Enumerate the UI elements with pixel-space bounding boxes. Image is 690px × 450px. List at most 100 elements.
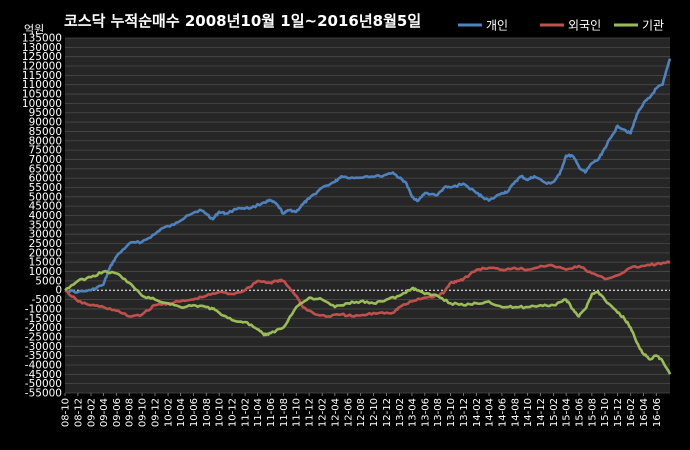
x-tick-label: 15-02 bbox=[549, 398, 560, 427]
legend-label: 기관 bbox=[642, 19, 664, 33]
y-tick-label: 100000 bbox=[22, 98, 62, 110]
y-tick-label: 45000 bbox=[29, 201, 62, 213]
y-tick-label: 130000 bbox=[22, 42, 62, 54]
x-tick-label: 09-02 bbox=[86, 398, 97, 427]
x-tick-label: 15-10 bbox=[600, 398, 611, 427]
y-tick-label: 85000 bbox=[29, 126, 62, 138]
y-tick-label: 115000 bbox=[22, 70, 62, 82]
x-tick-label: 16-06 bbox=[652, 398, 663, 427]
y-tick-label: 15000 bbox=[29, 257, 62, 269]
x-tick-label: 12-06 bbox=[343, 398, 354, 427]
x-tick-label: 11-02 bbox=[241, 398, 252, 427]
y-tick-label: -55000 bbox=[25, 388, 62, 400]
y-tick-label: -40000 bbox=[25, 359, 62, 371]
x-tick-label: 14-02 bbox=[472, 398, 483, 427]
y-tick-label: 105000 bbox=[22, 89, 62, 101]
y-tick-label: -50000 bbox=[25, 378, 62, 390]
x-tick-label: 14-08 bbox=[510, 398, 521, 427]
x-tick-label: 09-10 bbox=[138, 398, 149, 427]
y-tick-label: 75000 bbox=[29, 145, 62, 157]
y-tick-label: 90000 bbox=[29, 117, 62, 129]
x-tick-label: 13-08 bbox=[433, 398, 444, 427]
x-tick-label: 13-10 bbox=[446, 398, 457, 427]
x-tick-label: 09-12 bbox=[150, 398, 161, 427]
x-tick-label: 14-10 bbox=[523, 398, 534, 427]
y-tick-label: 70000 bbox=[29, 154, 62, 166]
y-tick-label: -10000 bbox=[25, 303, 62, 315]
y-tick-label: 25000 bbox=[29, 238, 62, 250]
y-tick-label: 20000 bbox=[29, 247, 62, 259]
y-tick-label: 30000 bbox=[29, 229, 62, 241]
y-tick-label: 135000 bbox=[22, 33, 62, 45]
x-tick-label: 15-06 bbox=[574, 398, 585, 427]
legend: 개인 외국인 기관 bbox=[458, 19, 664, 33]
y-tick-label: -35000 bbox=[25, 350, 62, 362]
x-tick-label: 11-08 bbox=[279, 398, 290, 427]
chart-title: 코스닥 누적순매수 2008년10월 1일~2016년8월5일 bbox=[64, 12, 421, 30]
y-tick-label: 55000 bbox=[29, 182, 62, 194]
x-tick-label: 08-12 bbox=[73, 398, 84, 427]
y-tick-label: -30000 bbox=[25, 341, 62, 353]
y-axis-ticks: -55000-50000-45000-40000-35000-30000-250… bbox=[22, 33, 62, 400]
x-tick-label: 14-06 bbox=[497, 398, 508, 427]
y-axis-unit: 억원 bbox=[24, 23, 44, 36]
y-tick-label: 110000 bbox=[22, 79, 62, 91]
series-line-1 bbox=[64, 58, 672, 294]
x-tick-label: 12-04 bbox=[330, 398, 341, 427]
x-tick-label: 11-06 bbox=[266, 398, 277, 427]
x-tick-label: 09-06 bbox=[112, 398, 123, 427]
x-tick-label: 13-06 bbox=[420, 398, 431, 427]
x-tick-label: 13-04 bbox=[407, 398, 418, 427]
x-tick-label: 12-08 bbox=[356, 398, 367, 427]
y-tick-label: 80000 bbox=[29, 135, 62, 147]
x-tick-label: 14-12 bbox=[536, 398, 547, 427]
y-tick-label: 35000 bbox=[29, 219, 62, 231]
y-tick-label: 65000 bbox=[29, 163, 62, 175]
x-tick-label: 15-08 bbox=[587, 398, 598, 427]
y-tick-label: -20000 bbox=[25, 322, 62, 334]
y-tick-label: 5000 bbox=[35, 275, 62, 287]
x-tick-label: 10-10 bbox=[215, 398, 226, 427]
x-tick-label: 11-10 bbox=[292, 398, 303, 427]
y-tick-label: 40000 bbox=[29, 210, 62, 222]
x-tick-label: 09-04 bbox=[99, 398, 110, 427]
x-tick-label: 10-08 bbox=[202, 398, 213, 427]
x-tick-label: 12-10 bbox=[369, 398, 380, 427]
x-tick-label: 10-06 bbox=[189, 398, 200, 427]
x-tick-label: 09-08 bbox=[125, 398, 136, 427]
x-axis-ticks: 08-10 08-12 09-02 09-04 09-06 09-08 09-10 09-12… bbox=[61, 393, 663, 427]
legend-label: 개인 bbox=[486, 19, 508, 33]
x-tick-label: 14-04 bbox=[485, 398, 496, 427]
y-tick-label: 60000 bbox=[29, 173, 62, 185]
x-tick-label: 15-12 bbox=[613, 398, 624, 427]
x-tick-label: 12-12 bbox=[382, 398, 393, 427]
y-tick-label: 95000 bbox=[29, 107, 62, 119]
y-tick-label: 125000 bbox=[22, 51, 62, 63]
x-tick-label: 10-02 bbox=[164, 398, 175, 427]
series-line-3 bbox=[64, 269, 672, 375]
x-tick-label: 11-04 bbox=[253, 398, 264, 427]
x-tick-label: 11-12 bbox=[305, 398, 316, 427]
x-tick-label: 12-02 bbox=[318, 398, 329, 427]
gridlines bbox=[65, 37, 670, 394]
legend-label: 외국인 bbox=[568, 19, 601, 33]
series-line-2 bbox=[64, 260, 671, 318]
x-tick-label: 10-12 bbox=[228, 398, 239, 427]
y-tick-label: -25000 bbox=[25, 331, 62, 343]
y-tick-label: 0 bbox=[55, 285, 62, 297]
x-tick-label: 15-04 bbox=[562, 398, 573, 427]
y-tick-label: -15000 bbox=[25, 313, 62, 325]
y-tick-label: -5000 bbox=[31, 294, 62, 306]
x-tick-label: 13-12 bbox=[459, 398, 470, 427]
x-tick-label: 08-10 bbox=[61, 398, 72, 427]
y-tick-label: 120000 bbox=[22, 61, 62, 73]
series-lines bbox=[64, 58, 672, 375]
y-tick-label: -45000 bbox=[25, 369, 62, 381]
x-tick-label: 13-02 bbox=[395, 398, 406, 427]
y-tick-label: 50000 bbox=[29, 191, 62, 203]
x-tick-label: 16-02 bbox=[626, 398, 637, 427]
x-tick-label: 16-04 bbox=[639, 398, 650, 427]
x-tick-label: 10-04 bbox=[176, 398, 187, 427]
y-tick-label: 10000 bbox=[29, 266, 62, 278]
